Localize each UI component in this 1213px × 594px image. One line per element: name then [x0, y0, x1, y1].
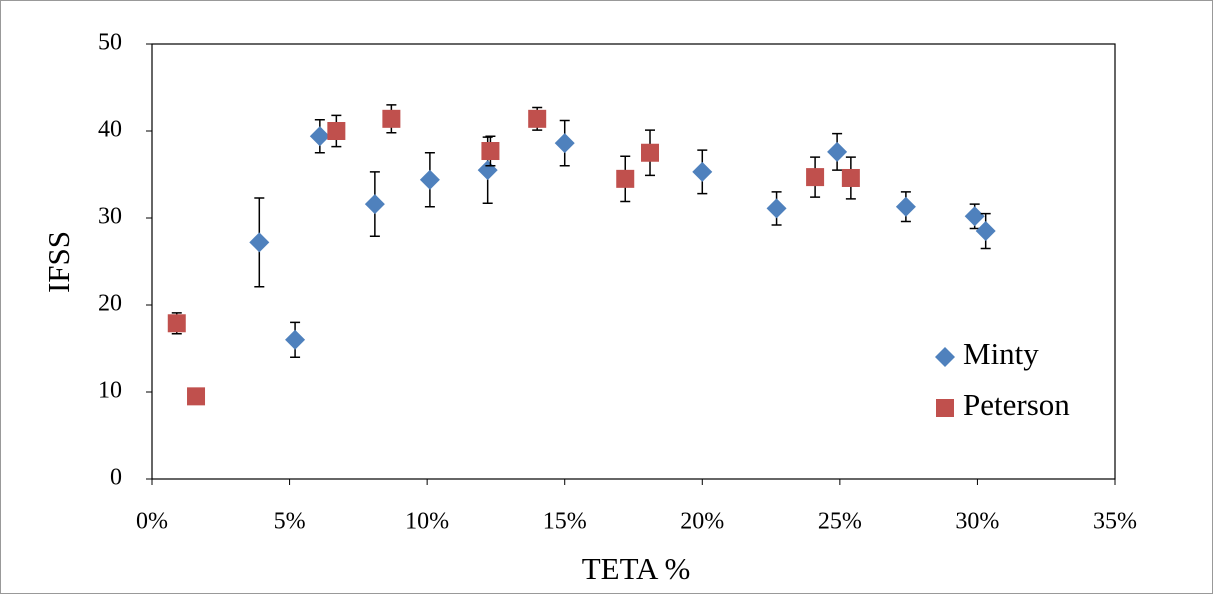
x-tick-label: 10% [405, 509, 449, 535]
x-tick-label: 30% [955, 509, 999, 535]
y-tick-label: 40 [98, 117, 122, 143]
point [841, 168, 860, 187]
y-tick-label: 10 [98, 378, 122, 404]
point [528, 109, 547, 128]
point [481, 142, 500, 161]
y-tick-label: 30 [98, 204, 122, 230]
y-tick-label: 0 [110, 465, 122, 491]
point [806, 168, 825, 187]
point [309, 126, 330, 147]
point [641, 143, 660, 162]
x-tick-label: 35% [1093, 509, 1137, 535]
x-tick-label: 0% [136, 509, 168, 535]
point [285, 329, 306, 350]
x-tick-label: 5% [274, 509, 306, 535]
point [382, 109, 401, 128]
point [364, 194, 385, 215]
x-axis-label: TETA % [582, 551, 691, 586]
point [692, 161, 713, 182]
point [554, 133, 575, 154]
point [249, 232, 270, 253]
point [616, 169, 635, 188]
point [327, 122, 346, 140]
point [167, 314, 186, 333]
y-tick-label: 20 [98, 291, 122, 317]
legend-label: Minty [963, 336, 1039, 371]
point [419, 169, 440, 190]
point [975, 221, 996, 242]
point [766, 198, 787, 219]
plot-area [151, 43, 1116, 480]
y-tick-label: 50 [98, 30, 122, 56]
point [187, 387, 206, 406]
x-tick-label: 25% [818, 509, 862, 535]
y-axis-label: IFSS [41, 231, 76, 293]
point [964, 206, 985, 227]
legend-marker [935, 347, 955, 367]
point [895, 196, 916, 217]
legend-marker [936, 399, 954, 417]
legend-label: Peterson [963, 387, 1070, 422]
point [827, 141, 848, 162]
x-tick-label: 20% [680, 509, 724, 535]
x-tick-label: 15% [543, 509, 587, 535]
